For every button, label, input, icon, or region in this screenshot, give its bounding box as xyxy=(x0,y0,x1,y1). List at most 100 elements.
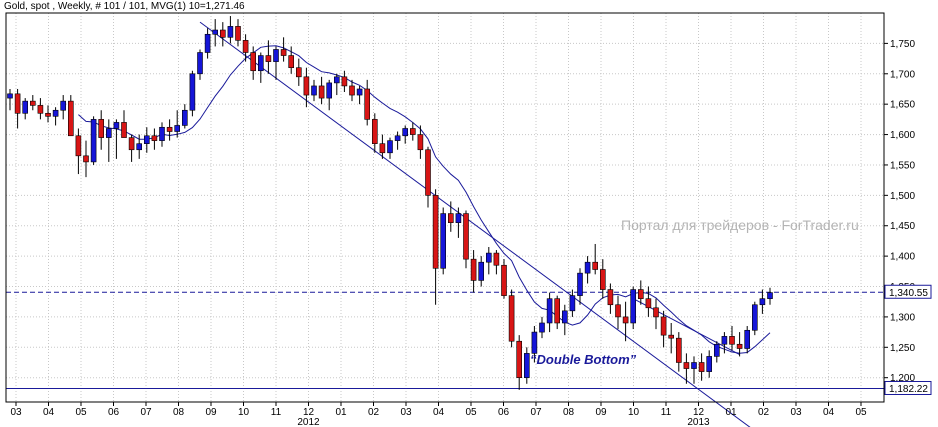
bear-candle xyxy=(592,261,599,270)
bull-candle xyxy=(174,125,180,132)
bull-candle xyxy=(759,298,766,306)
y-tick-label: 1,700 xyxy=(890,69,915,80)
bull-candle xyxy=(197,52,203,75)
y-tick-label: 1,750 xyxy=(890,39,915,50)
bull-candle xyxy=(144,135,150,144)
bear-candle xyxy=(409,128,416,135)
current-price-tag: 1,340.55 xyxy=(889,288,928,299)
y-tick-label: 1,200 xyxy=(890,373,915,384)
bear-candle xyxy=(516,340,523,378)
bear-candle xyxy=(220,29,226,38)
bull-candle xyxy=(523,353,530,378)
x-tick-label: 07 xyxy=(530,407,542,418)
x-tick-label: 01 xyxy=(725,407,737,418)
bear-candle xyxy=(235,26,241,41)
bear-candle xyxy=(121,122,127,138)
bear-candle xyxy=(364,88,371,120)
bull-candle xyxy=(455,213,462,223)
x-tick-label: 02 xyxy=(368,407,380,418)
candlesticks xyxy=(7,16,773,390)
bull-candle xyxy=(90,119,97,163)
bull-candle xyxy=(136,143,142,151)
bear-candle xyxy=(729,336,735,345)
bull-candle xyxy=(212,29,218,35)
current-price-tag-box xyxy=(884,284,932,299)
bear-candle xyxy=(128,137,135,151)
bull-candle xyxy=(182,109,188,126)
bull-candle xyxy=(257,55,264,72)
bull-candle xyxy=(22,100,29,114)
plot-frame xyxy=(5,12,885,403)
bear-candle xyxy=(447,213,454,223)
bull-candle xyxy=(485,252,492,263)
support-price-tag-box xyxy=(884,380,932,395)
bear-candle xyxy=(288,55,295,69)
bull-candle xyxy=(744,329,751,349)
bull-candle xyxy=(402,128,409,137)
bear-candle xyxy=(68,100,74,137)
bull-candle xyxy=(356,88,363,96)
bear-candle xyxy=(637,289,644,299)
bear-candle xyxy=(265,55,272,62)
bear-candle xyxy=(250,52,256,72)
bull-candle xyxy=(333,76,340,84)
grid-lines xyxy=(6,13,884,402)
bull-candle xyxy=(326,82,333,99)
bull-candle xyxy=(531,331,538,354)
x-tick-label: 10 xyxy=(628,407,640,418)
bear-candle xyxy=(166,126,173,132)
bull-candle xyxy=(478,261,485,281)
x-tick-label: 03 xyxy=(10,407,22,418)
bull-candle xyxy=(440,213,447,269)
x-tick-label: 03 xyxy=(790,407,802,418)
y-tick-label: 1,550 xyxy=(890,160,915,171)
bear-candle xyxy=(599,269,606,290)
bull-candle xyxy=(113,122,120,129)
bear-candle xyxy=(371,119,378,144)
bear-candle xyxy=(501,264,507,296)
x-tick-label: 02 xyxy=(758,407,770,418)
bull-candle xyxy=(630,289,637,324)
x-year-label: 2012 xyxy=(297,417,320,427)
y-tick-label: 1,400 xyxy=(890,252,915,263)
bear-candle xyxy=(615,304,621,318)
bear-candle xyxy=(508,295,515,342)
x-tick-label: 11 xyxy=(661,407,672,418)
bull-candle xyxy=(546,298,553,324)
bull-candle xyxy=(60,100,67,111)
bull-candle xyxy=(52,109,59,117)
bear-candle xyxy=(349,85,355,96)
bear-candle xyxy=(622,316,629,324)
bull-candle xyxy=(273,49,279,62)
x-tick-label: 05 xyxy=(465,407,477,418)
bear-candle xyxy=(417,134,424,151)
y-tick-label: 1,250 xyxy=(890,343,915,354)
bear-candle xyxy=(425,149,431,196)
x-tick-label: 01 xyxy=(335,407,347,418)
watermark: Портал для трейдеров - ForTrader.ru xyxy=(621,217,859,233)
bull-candle xyxy=(159,126,165,141)
time-axis: 03 04 05 06 07 08 09 10 11 12 01 02 03 04 05 06 07 08 09 10… xyxy=(10,402,867,427)
bear-candle xyxy=(75,135,82,157)
bull-candle xyxy=(227,26,234,38)
x-tick-label: 11 xyxy=(271,407,282,418)
x-tick-label: 05 xyxy=(855,407,867,418)
x-tick-label: 09 xyxy=(595,407,607,418)
bear-candle xyxy=(683,362,690,369)
bull-candle xyxy=(691,362,697,369)
bear-candle xyxy=(463,213,469,260)
bear-candle xyxy=(645,298,652,309)
y-tick-label: 1,300 xyxy=(890,312,915,323)
bull-candle xyxy=(706,356,713,372)
bear-candle xyxy=(660,316,667,336)
x-tick-label: 08 xyxy=(173,407,185,418)
x-tick-label: 06 xyxy=(108,407,120,418)
bear-candle xyxy=(379,143,386,154)
bull-candle xyxy=(7,93,13,99)
trendline-downtrend xyxy=(199,21,751,427)
x-year-label: 2013 xyxy=(687,417,710,427)
x-tick-label: 04 xyxy=(43,407,55,418)
bull-candle xyxy=(584,261,591,274)
bear-candle xyxy=(151,135,158,141)
